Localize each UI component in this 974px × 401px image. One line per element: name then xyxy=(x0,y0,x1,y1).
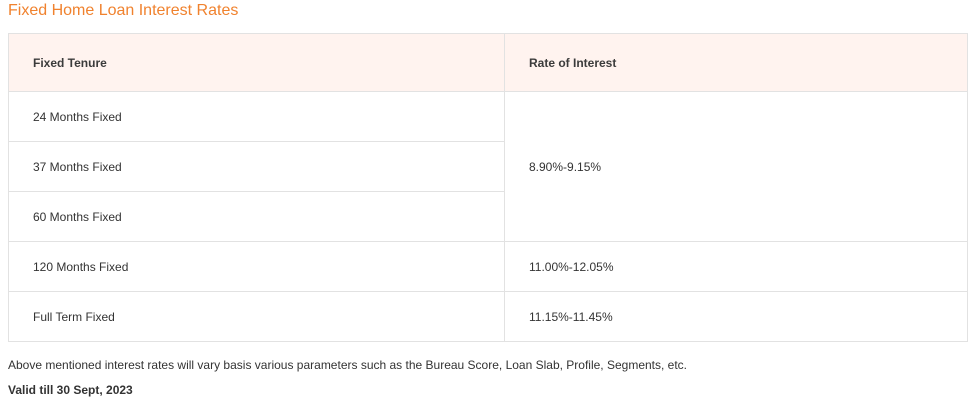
table-row: 37 Months Fixed xyxy=(8,141,968,192)
tenure-cell: Full Term Fixed xyxy=(8,291,505,342)
table-row: 24 Months Fixed 8.90%-9.15% xyxy=(8,91,968,242)
page-title: Fixed Home Loan Interest Rates xyxy=(8,2,239,19)
table-header-row: Fixed Tenure Rate of Interest xyxy=(8,33,968,92)
rate-cell: 8.90%-9.15% xyxy=(504,91,968,242)
table-row: 60 Months Fixed xyxy=(8,191,968,242)
interest-rate-table: Fixed Tenure Rate of Interest 24 Months … xyxy=(8,33,968,342)
tenure-cell: 60 Months Fixed xyxy=(8,191,505,242)
tenure-cell: 37 Months Fixed xyxy=(8,141,505,192)
table-row: Full Term Fixed 11.15%-11.45% xyxy=(8,291,968,342)
tenure-cell: 120 Months Fixed xyxy=(8,241,505,292)
validity-text: Valid till 30 Sept, 2023 xyxy=(8,383,133,397)
table-row: 120 Months Fixed 11.00%-12.05% xyxy=(8,241,968,292)
disclaimer-note: Above mentioned interest rates will vary… xyxy=(8,358,688,372)
column-header-rate: Rate of Interest xyxy=(504,33,968,92)
rate-cell: 11.15%-11.45% xyxy=(504,291,968,342)
rate-cell: 11.00%-12.05% xyxy=(504,241,968,292)
column-header-tenure: Fixed Tenure xyxy=(8,33,505,92)
tenure-cell: 24 Months Fixed xyxy=(8,91,505,142)
